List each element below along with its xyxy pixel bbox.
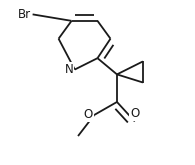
Text: Br: Br: [18, 8, 31, 21]
Text: O: O: [130, 107, 139, 120]
Text: O: O: [83, 108, 93, 121]
Text: N: N: [64, 63, 73, 76]
